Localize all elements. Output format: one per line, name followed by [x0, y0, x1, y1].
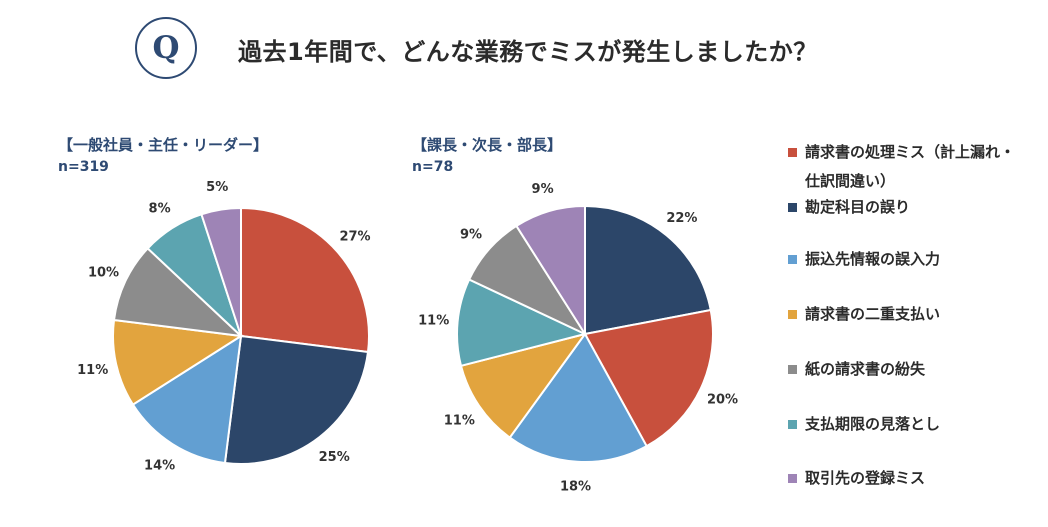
legend-swatch: [788, 365, 797, 374]
slice-data-label: 11%: [418, 314, 449, 329]
slice-data-label: 8%: [149, 202, 171, 217]
legend-label: 振込先情報の誤入力: [805, 250, 941, 268]
legend-swatch: [788, 203, 797, 212]
slice-data-label: 5%: [206, 180, 228, 195]
slice-data-label: 10%: [88, 265, 119, 280]
pie-slice: [584, 204, 712, 336]
pie-slice: [131, 334, 243, 465]
legend-swatch: [788, 420, 797, 429]
slice-data-label: 9%: [460, 228, 482, 243]
pie-chart-managers: 22% 20% 18% 11% 11% 9% 9%: [418, 182, 738, 495]
pie-slice: [456, 278, 588, 368]
slice-data-label: 20%: [707, 393, 738, 408]
slice-data-label: 25%: [319, 450, 350, 465]
slice-data-label: 22%: [666, 211, 697, 226]
group-label-staff: 【一般社員・主任・リーダー】: [58, 136, 269, 154]
legend-item-double-payment: 請求書の二重支払い: [788, 300, 1028, 329]
pie-slice: [583, 308, 714, 448]
legend-swatch: [788, 255, 797, 264]
pie-slice: [515, 204, 586, 338]
legend-item-processing-error: 請求書の処理ミス（計上漏れ・仕訳間違い）: [788, 138, 1028, 196]
legend-item-missed-deadline: 支払期限の見落とし: [788, 410, 1028, 439]
pie-slice: [112, 246, 244, 338]
pie-slice: [112, 318, 244, 406]
sample-size-staff: n=319: [58, 159, 109, 175]
page-title: 過去1年間で、どんな業務でミスが発生しましたか？: [238, 38, 818, 66]
slice-data-label: 14%: [144, 458, 175, 473]
slice-data-label: 9%: [532, 182, 554, 197]
pie-slice: [240, 206, 370, 354]
slice-data-label: 18%: [560, 480, 591, 495]
legend-item-payee-input-error: 振込先情報の誤入力: [788, 245, 1028, 274]
legend-label: 紙の請求書の紛失: [805, 360, 926, 378]
legend-label: 請求書の処理ミス（計上漏れ・仕訳間違い）: [805, 143, 1016, 190]
slice-data-label: 11%: [444, 413, 475, 428]
slice-data-label: 27%: [339, 230, 370, 245]
pie-slice: [200, 206, 242, 337]
legend-label: 請求書の二重支払い: [805, 305, 941, 323]
legend-label: 取引先の登録ミス: [805, 469, 926, 487]
pie-chart-staff: 27% 25% 14% 11% 10% 8% 5%: [77, 180, 370, 473]
legend-swatch: [788, 474, 797, 483]
sample-size-managers: n=78: [412, 159, 454, 175]
legend-swatch: [788, 310, 797, 319]
group-label-managers: 【課長・次長・部長】: [412, 136, 563, 154]
legend-item-account-error: 勘定科目の誤り: [788, 193, 1028, 222]
legend-item-lost-invoice: 紙の請求書の紛失: [788, 355, 1028, 384]
slice-data-label: 11%: [77, 363, 108, 378]
legend-swatch: [788, 148, 797, 157]
pie-slice: [223, 334, 370, 465]
legend-item-vendor-registration: 取引先の登録ミス: [788, 464, 1028, 493]
pie-slice: [459, 332, 588, 439]
pie-slice: [508, 332, 649, 463]
legend-label: 支払期限の見落とし: [805, 415, 941, 433]
question-badge: Q: [135, 17, 197, 79]
legend-label: 勘定科目の誤り: [805, 198, 911, 216]
